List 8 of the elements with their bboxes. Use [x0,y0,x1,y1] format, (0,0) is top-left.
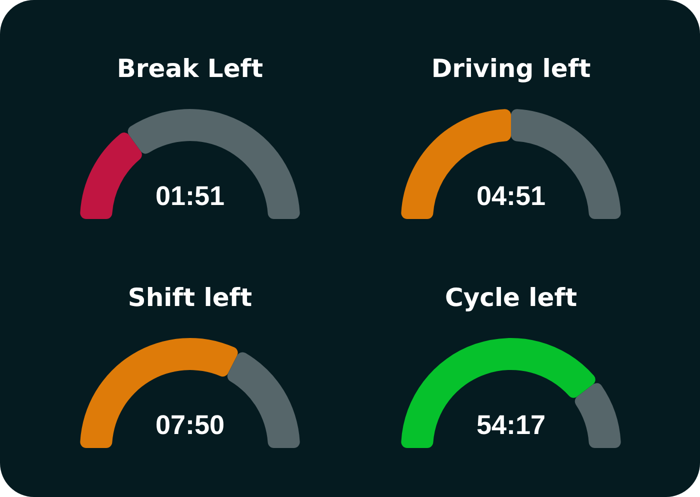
chart-title: Break Left [116,54,263,83]
chart-title: Shift left [127,283,252,312]
chart-title: Driving left [430,54,590,83]
text: 04:51 [476,181,546,211]
text: 54:17 [476,410,546,440]
text: 07:50 [154,410,224,440]
chart-title: Cycle left [444,283,577,312]
text: 01:51 [154,181,224,211]
